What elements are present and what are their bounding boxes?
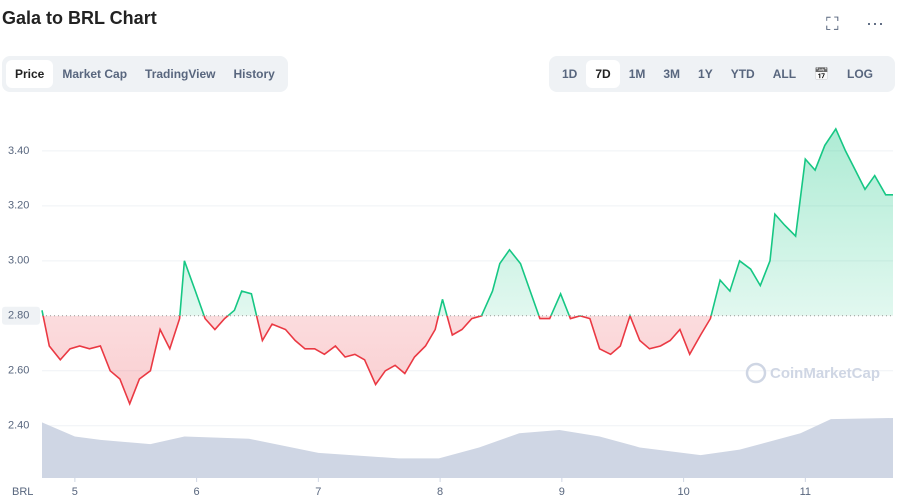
range-button[interactable]: 1Y xyxy=(698,67,713,81)
range-button[interactable]: YTD xyxy=(730,67,755,81)
range-button[interactable]: 3M xyxy=(663,67,681,81)
watermark: CoinMarketCap xyxy=(770,365,880,382)
baseline-label-box xyxy=(2,306,40,325)
area-down xyxy=(42,315,893,404)
x-tick-label: 10 xyxy=(677,486,689,498)
x-axis-label: BRL xyxy=(12,486,33,498)
line-up xyxy=(41,127,893,316)
chart-title: Gala to BRL Chart xyxy=(2,8,157,28)
x-tick-label: 6 xyxy=(194,486,200,498)
x-tick-label: 11 xyxy=(800,486,811,498)
fullscreen-icon[interactable]: ⛶ xyxy=(826,14,839,34)
range-button[interactable]: 1D xyxy=(562,67,578,81)
tab[interactable]: TradingView xyxy=(145,67,216,81)
area-up xyxy=(42,128,893,316)
range-group: 1D 7D 1M 3M 1Y YTD ALL 📅 LOG xyxy=(549,56,895,92)
log-button[interactable]: LOG xyxy=(847,67,873,81)
tab-group: Price Market Cap TradingView History xyxy=(2,56,288,92)
range-button[interactable]: 1M xyxy=(628,67,646,81)
tab[interactable]: History xyxy=(233,67,275,81)
x-tick-label: 7 xyxy=(315,486,321,498)
y-tick-label: 3.00 xyxy=(8,255,29,267)
watermark-logo xyxy=(745,362,767,384)
y-tick-label: 2.60 xyxy=(8,365,29,377)
y-tick-label: 3.20 xyxy=(8,200,29,212)
line-down xyxy=(42,315,712,406)
y-tick-label: 3.40 xyxy=(8,145,29,157)
calendar-icon[interactable]: 📅 xyxy=(814,67,829,81)
x-tick-label: 5 xyxy=(72,486,78,498)
volume-area xyxy=(42,418,893,478)
baseline-label: 2.80 xyxy=(8,310,29,322)
y-tick-label: 2.40 xyxy=(8,420,29,432)
x-tick-label: 9 xyxy=(559,486,565,498)
tab[interactable]: Market Cap xyxy=(62,67,128,81)
range-button[interactable]: ALL xyxy=(772,67,797,81)
x-tick-label: 8 xyxy=(437,486,443,498)
range-button[interactable]: 7D xyxy=(586,60,620,88)
more-icon[interactable]: ⋯ xyxy=(866,14,884,34)
tab[interactable]: Price xyxy=(6,60,54,88)
